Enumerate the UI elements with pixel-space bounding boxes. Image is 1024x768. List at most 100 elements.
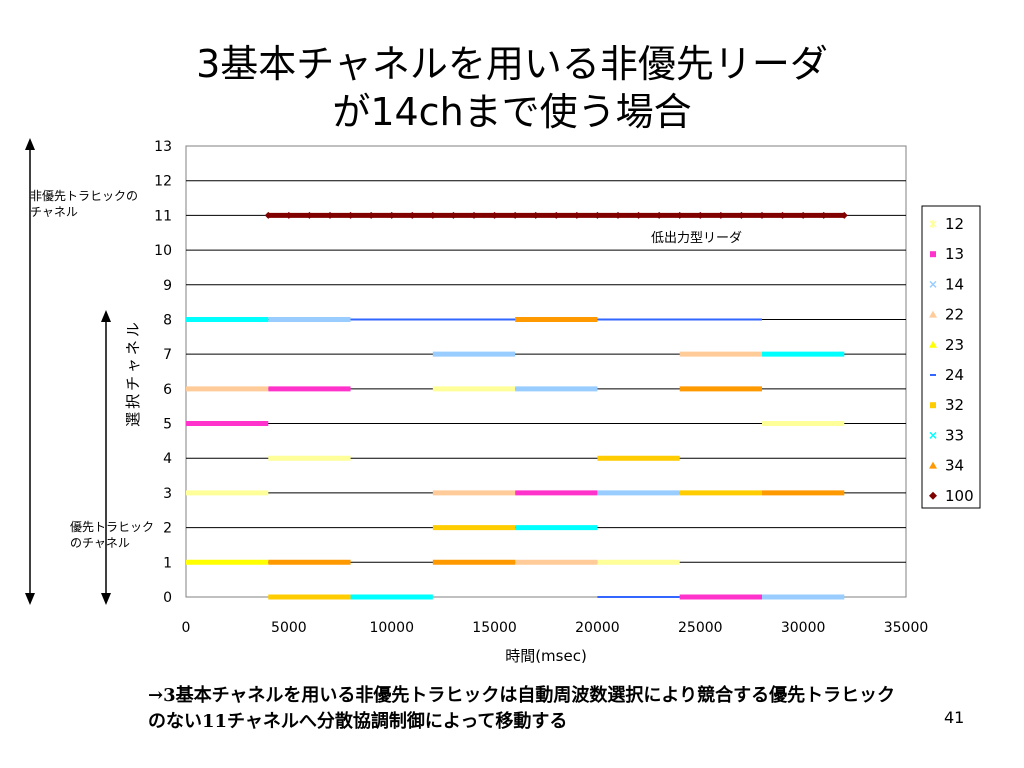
annotation-non-priority-channel: 非優先トラヒックの チャネル [30,189,139,219]
series-100 [264,211,848,219]
y-tick-label: 12 [154,174,172,190]
legend-item: 12 [929,215,964,233]
legend-item: 14 [929,275,964,293]
y-tick-label: 9 [163,278,172,294]
legend-label: 100 [945,487,974,505]
data-point [347,211,355,219]
data-point [264,211,272,219]
title-line-2: が14chまで使う場合 [332,90,692,134]
y-tick-label: 5 [163,417,172,433]
y-tick-label: 10 [154,243,172,259]
y-tick-label: 6 [163,382,172,398]
data-point [511,211,519,219]
x-tick-label: 25000 [678,620,723,636]
x-axis-label: 時間(msec) [505,647,587,665]
y-tick-label: 7 [163,347,172,363]
legend-item: 13 [930,245,964,263]
legend-marker [929,461,937,469]
legend-marker [929,491,937,500]
arrow-bottom [101,310,111,605]
data-point [614,211,622,219]
series-24 [350,318,762,598]
series-32 [268,455,762,600]
data-point [820,211,828,219]
legend-marker [929,280,937,288]
data-point [696,211,704,219]
y-tick-label: 3 [163,486,172,502]
data-point [676,211,684,219]
annotation-priority-channel: 優先トラヒック のチャネル [70,520,155,550]
legend: 12 13 14 22 23 24 32 33 34 100 [921,205,981,509]
series-34 [268,316,845,565]
y-tick-label: 0 [163,590,172,606]
legend-marker [929,431,937,439]
legend-label: 12 [945,215,964,233]
legend-marker [930,251,936,258]
legend-item: 23 [929,336,964,354]
y-tick-label: 11 [154,208,172,224]
legend-marker [929,220,937,228]
y-axis-label: 選択チャネル [124,319,142,427]
series-22 [186,351,762,565]
title-line-1: 3基本チャネルを用いる非優先リーダ [196,42,828,86]
data-point [840,211,848,219]
data-point [593,211,601,219]
legend-label: 34 [945,457,964,475]
series-13 [186,386,762,600]
y-tick-label: 8 [163,312,172,328]
legend-label: 13 [945,245,964,263]
data-point [635,211,643,219]
x-tick-label: 0 [182,620,191,636]
data-point [470,211,478,219]
arrow-top [25,138,35,605]
data-marks [186,211,848,600]
data-point [573,211,581,219]
legend-label: 22 [945,306,964,324]
data-point [408,211,416,219]
legend-label: 14 [945,275,964,293]
legend-item: 32 [930,396,964,414]
legend-label: 23 [945,336,964,354]
x-tick-label: 5000 [271,620,307,636]
legend-item: 100 [929,487,974,505]
data-point [388,211,396,219]
data-point [737,211,745,219]
y-tick-label: 13 [154,139,172,155]
legend-marker [929,310,937,318]
data-point [717,211,725,219]
page-number: 41 [944,708,965,727]
plot-area [185,145,907,598]
low-power-label: 低出力型リーダ [651,231,742,246]
x-tick-label: 20000 [575,620,620,636]
legend-item: 22 [929,306,964,324]
data-point [367,211,375,219]
data-point [779,211,787,219]
data-point [326,211,334,219]
x-tick-label: 10000 [369,620,414,636]
series-12 [186,386,845,565]
y-tick-label: 2 [163,521,172,537]
legend-marker [929,340,937,348]
legend-label: 24 [945,366,964,384]
legend-marker [930,402,936,409]
data-point [491,211,499,219]
legend-item: 33 [929,426,964,444]
x-tick-label: 30000 [781,620,826,636]
x-tick-label: 35000 [884,620,929,636]
legend-label: 33 [945,426,964,444]
y-tick-label: 4 [163,451,172,467]
series-14 [268,316,845,600]
x-tick-labels: 0 5000 10000 15000 20000 25000 30000 35000 [182,620,929,636]
x-tick-label: 15000 [472,620,517,636]
data-point [758,211,766,219]
slide-title: 3基本チャネルを用いる非優先リーダ が14chまで使う場合 [0,40,1024,136]
series-33 [186,316,845,600]
data-point [285,211,293,219]
data-point [449,211,457,219]
data-point [799,211,807,219]
legend-label: 32 [945,396,964,414]
data-point [655,211,663,219]
legend-item: 24 [930,366,964,384]
